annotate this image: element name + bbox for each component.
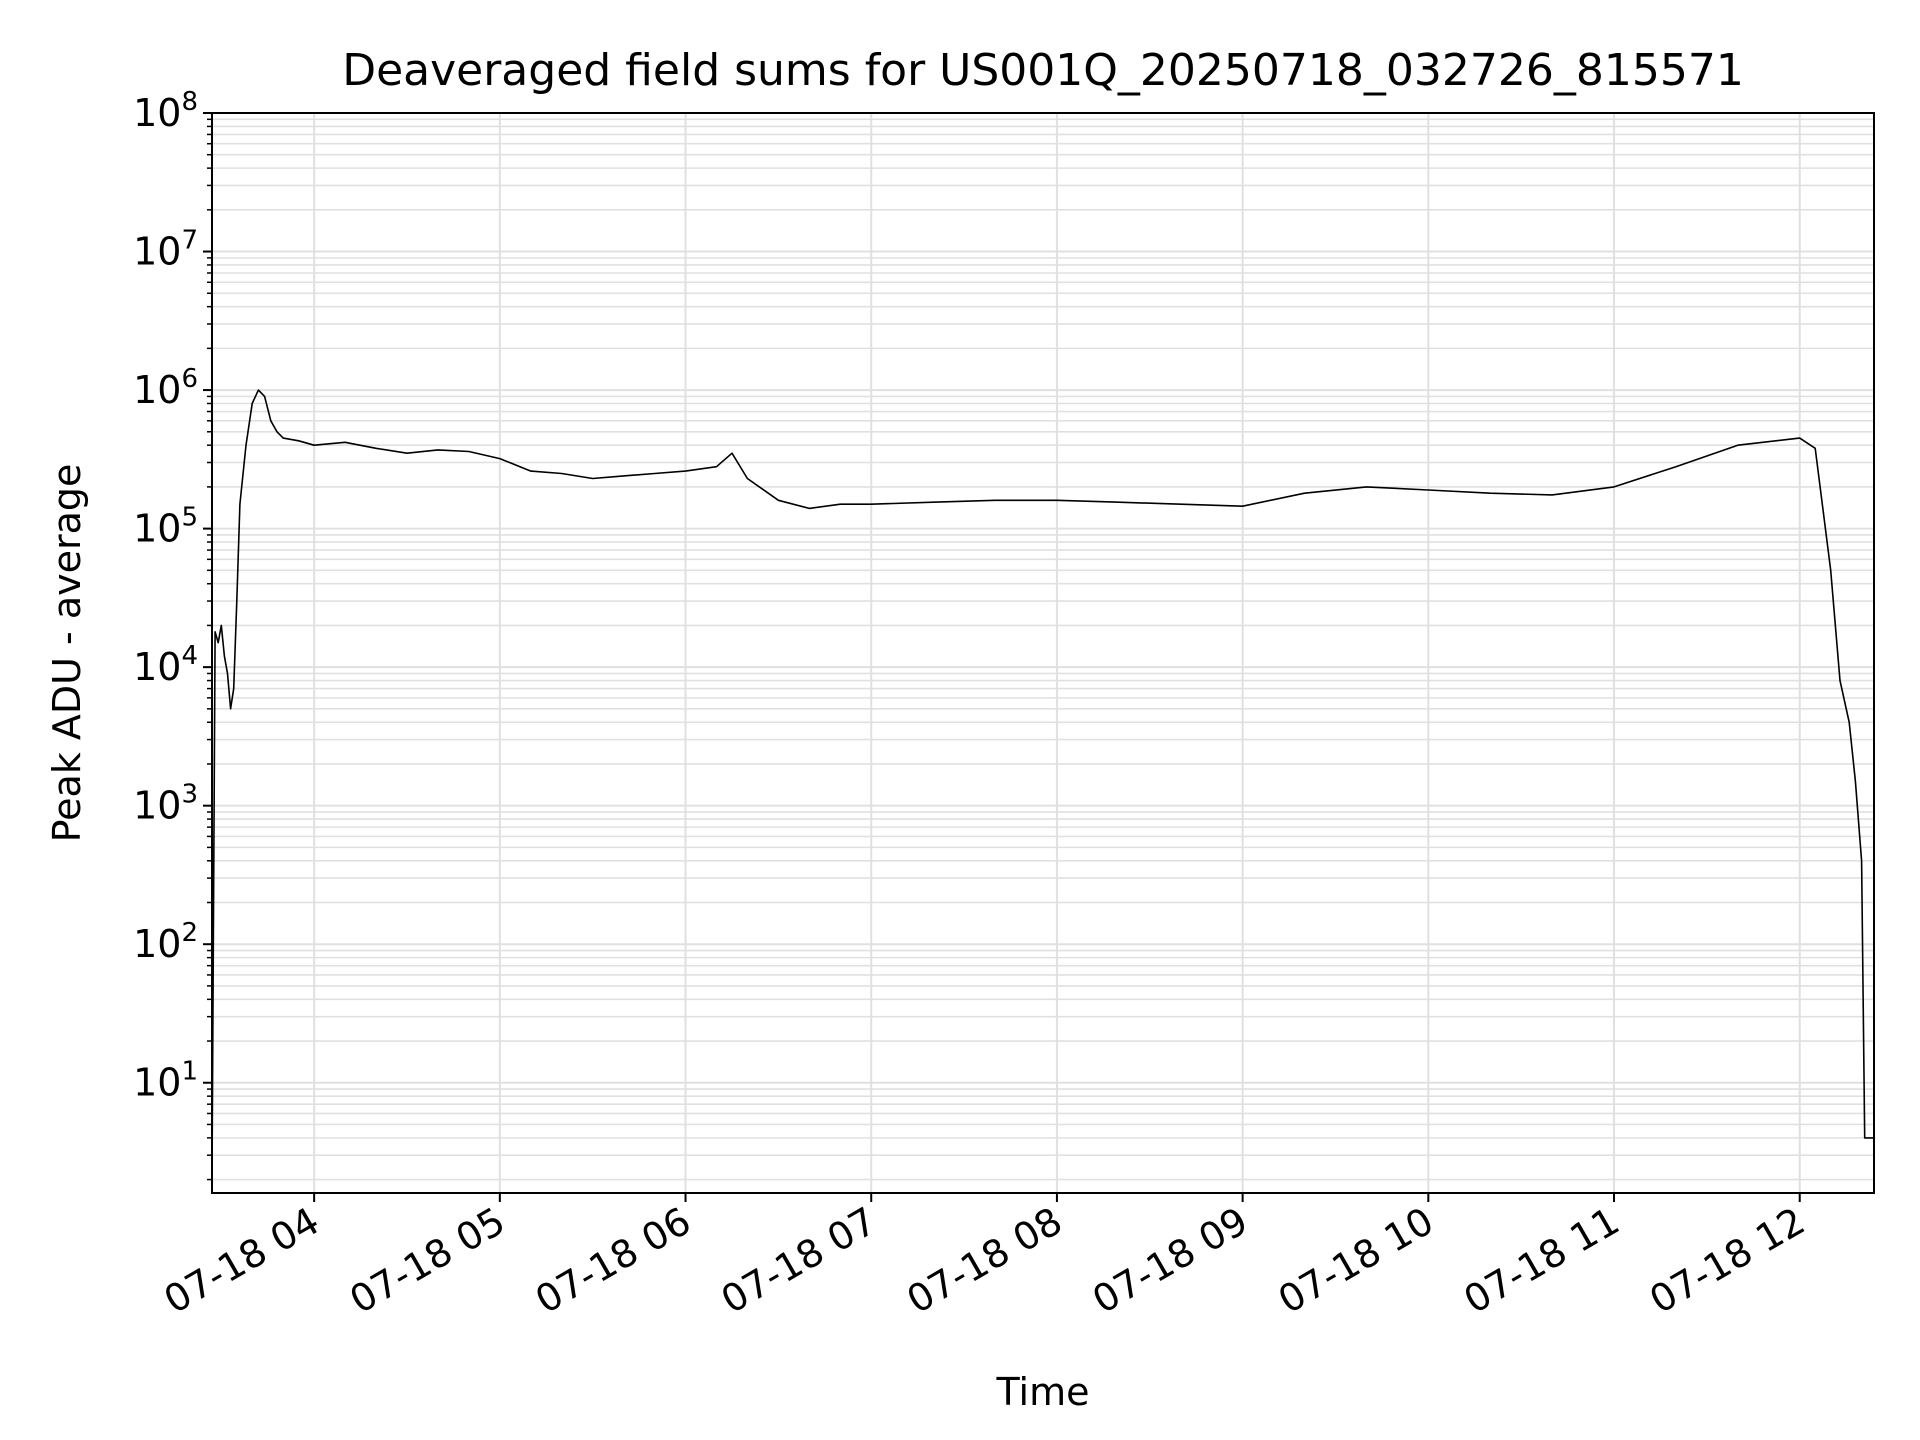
series-line [211, 389, 1874, 1180]
y-tick-label: 102 [133, 918, 198, 966]
y-tick-label: 104 [133, 641, 198, 689]
y-tick-label: 107 [133, 226, 198, 274]
y-tick-label: 103 [133, 780, 198, 828]
x-axis-label: Time [996, 1370, 1090, 1414]
y-tick-label: 105 [133, 503, 198, 551]
plot-frame [211, 112, 1875, 1194]
y-tick-label: 108 [133, 87, 198, 135]
chart-title: Deaveraged field sums for US001Q_2025071… [342, 45, 1744, 96]
y-tick-label: 106 [133, 364, 198, 412]
y-tick-label: 101 [133, 1057, 198, 1105]
y-axis-label: Peak ADU - average [45, 464, 89, 843]
data-layer [211, 389, 1874, 1180]
